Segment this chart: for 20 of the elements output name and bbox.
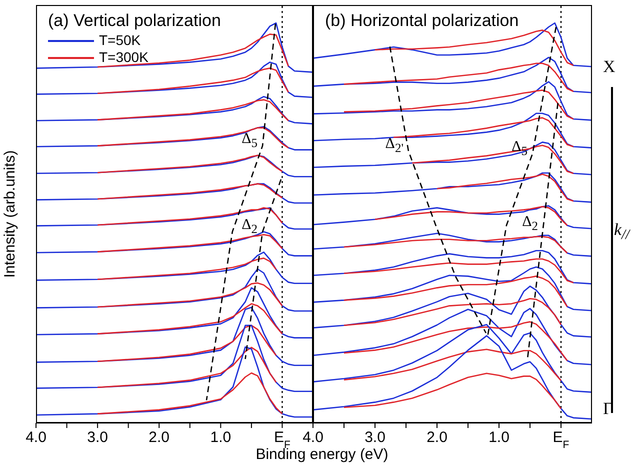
x-tick-label: 3.0 <box>87 429 108 446</box>
x-tick-label: E$_{F}$ <box>552 429 570 451</box>
annotation: Δ$_{2}$ <box>521 213 540 234</box>
x-tick-label: 4.0 <box>302 429 324 446</box>
chart-title: (a) Vertical polarization <box>48 11 221 31</box>
x-tick-label: 1.0 <box>210 429 232 446</box>
legend-label: T=50K <box>99 32 141 49</box>
x-tick-label: 1.0 <box>488 429 510 446</box>
text: X <box>603 57 616 77</box>
text: k$_{//}$ <box>614 220 630 244</box>
chart-title: (b) Horizontal polarization <box>325 11 519 31</box>
x-tick-label: 4.0 <box>26 429 46 446</box>
x-tick-label: 2.0 <box>148 429 170 446</box>
annotation: Δ$_{2}$ <box>240 216 259 237</box>
annotation: Δ$_{2'}$ <box>384 136 404 156</box>
annotation: Δ$_{5}$ <box>240 130 259 151</box>
x-tick-label: 2.0 <box>426 429 448 446</box>
y-axis-title: Intensity (arb.units) <box>2 150 18 278</box>
legend-label: T=300K <box>99 49 148 66</box>
x-tick-label: 3.0 <box>364 429 386 446</box>
